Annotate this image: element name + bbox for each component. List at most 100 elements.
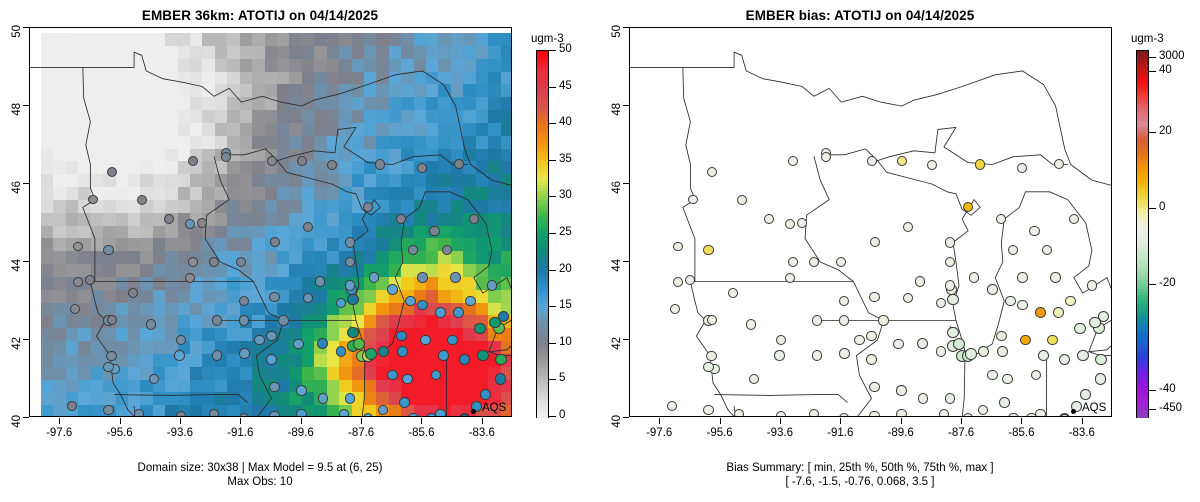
station-marker[interactable] bbox=[1098, 311, 1110, 323]
station-marker[interactable] bbox=[1086, 280, 1098, 291]
station-marker[interactable] bbox=[1065, 295, 1076, 307]
station-marker[interactable] bbox=[103, 405, 114, 416]
station-marker[interactable] bbox=[398, 397, 410, 408]
station-marker[interactable] bbox=[914, 276, 925, 287]
station-marker[interactable] bbox=[278, 315, 289, 326]
station-marker[interactable] bbox=[854, 334, 865, 346]
station-marker[interactable] bbox=[430, 369, 442, 381]
station-marker[interactable] bbox=[685, 274, 696, 285]
station-marker[interactable] bbox=[296, 408, 307, 416]
station-marker[interactable] bbox=[1080, 389, 1092, 401]
station-marker[interactable] bbox=[733, 408, 744, 416]
station-marker[interactable] bbox=[175, 410, 186, 416]
station-marker[interactable] bbox=[896, 385, 907, 396]
station-marker[interactable] bbox=[1047, 334, 1058, 346]
station-marker[interactable] bbox=[727, 288, 738, 299]
station-marker[interactable] bbox=[347, 326, 359, 338]
station-marker[interactable] bbox=[106, 167, 117, 178]
station-marker[interactable] bbox=[965, 347, 977, 360]
station-marker[interactable] bbox=[944, 256, 956, 268]
station-marker[interactable] bbox=[420, 334, 431, 346]
station-marker[interactable] bbox=[465, 295, 476, 307]
station-marker[interactable] bbox=[127, 288, 138, 299]
station-marker[interactable] bbox=[788, 257, 798, 267]
station-marker[interactable] bbox=[498, 311, 510, 323]
station-marker[interactable] bbox=[812, 315, 823, 326]
station-marker[interactable] bbox=[839, 315, 850, 326]
station-marker[interactable] bbox=[365, 347, 377, 360]
station-marker[interactable] bbox=[377, 346, 389, 358]
station-marker[interactable] bbox=[1089, 316, 1101, 329]
station-marker[interactable] bbox=[495, 373, 507, 385]
station-marker[interactable] bbox=[869, 237, 880, 248]
station-marker[interactable] bbox=[968, 272, 980, 283]
station-marker[interactable] bbox=[1035, 307, 1046, 318]
station-marker[interactable] bbox=[745, 319, 756, 330]
station-marker[interactable] bbox=[212, 350, 223, 361]
station-marker[interactable] bbox=[917, 393, 928, 404]
station-marker[interactable] bbox=[184, 219, 196, 230]
station-marker[interactable] bbox=[435, 307, 446, 318]
station-marker[interactable] bbox=[812, 350, 823, 361]
station-marker[interactable] bbox=[926, 159, 937, 170]
station-marker[interactable] bbox=[70, 303, 81, 314]
station-marker[interactable] bbox=[1008, 245, 1019, 256]
station-marker[interactable] bbox=[405, 295, 416, 307]
station-marker[interactable] bbox=[1008, 412, 1019, 416]
station-marker[interactable] bbox=[1030, 369, 1042, 381]
station-marker[interactable] bbox=[986, 369, 998, 381]
station-marker[interactable] bbox=[977, 404, 989, 416]
station-marker[interactable] bbox=[209, 257, 220, 267]
station-marker[interactable] bbox=[1077, 349, 1089, 362]
station-marker[interactable] bbox=[417, 299, 428, 311]
station-marker[interactable] bbox=[1005, 295, 1016, 307]
station-marker[interactable] bbox=[1017, 163, 1028, 174]
station-marker[interactable] bbox=[788, 155, 799, 166]
station-marker[interactable] bbox=[480, 389, 492, 401]
station-marker[interactable] bbox=[495, 353, 507, 366]
station-marker[interactable] bbox=[363, 202, 374, 213]
station-marker[interactable] bbox=[408, 412, 419, 416]
station-marker[interactable] bbox=[136, 194, 147, 205]
station-marker[interactable] bbox=[450, 272, 461, 283]
station-marker[interactable] bbox=[774, 350, 785, 361]
station-marker[interactable] bbox=[869, 292, 880, 303]
station-marker[interactable] bbox=[1050, 272, 1061, 283]
station-marker[interactable] bbox=[302, 221, 313, 232]
station-marker[interactable] bbox=[673, 276, 684, 287]
station-marker[interactable] bbox=[703, 405, 714, 416]
station-marker[interactable] bbox=[103, 245, 114, 256]
station-marker[interactable] bbox=[1020, 334, 1031, 346]
station-marker[interactable] bbox=[866, 155, 877, 166]
station-marker[interactable] bbox=[314, 276, 325, 287]
station-marker[interactable] bbox=[296, 385, 307, 396]
station-marker[interactable] bbox=[1038, 350, 1049, 361]
station-marker[interactable] bbox=[953, 337, 965, 350]
station-marker[interactable] bbox=[163, 214, 174, 225]
station-marker[interactable] bbox=[73, 241, 84, 252]
station-marker[interactable] bbox=[317, 393, 328, 404]
station-marker[interactable] bbox=[397, 346, 409, 358]
station-marker[interactable] bbox=[353, 337, 365, 350]
station-marker[interactable] bbox=[1095, 353, 1107, 366]
station-marker[interactable] bbox=[688, 194, 699, 205]
station-marker[interactable] bbox=[896, 155, 907, 166]
station-marker[interactable] bbox=[987, 284, 998, 295]
station-marker[interactable] bbox=[809, 257, 820, 267]
station-marker[interactable] bbox=[197, 218, 208, 228]
station-marker[interactable] bbox=[944, 280, 956, 291]
station-marker[interactable] bbox=[239, 315, 250, 326]
station-marker[interactable] bbox=[266, 330, 277, 342]
station-marker[interactable] bbox=[85, 274, 96, 285]
station-marker[interactable] bbox=[935, 297, 947, 309]
station-marker[interactable] bbox=[670, 303, 681, 314]
station-marker[interactable] bbox=[775, 334, 787, 346]
station-marker[interactable] bbox=[673, 241, 684, 252]
station-marker[interactable] bbox=[212, 315, 223, 326]
station-marker[interactable] bbox=[438, 350, 449, 361]
station-marker[interactable] bbox=[236, 256, 247, 268]
station-marker[interactable] bbox=[302, 293, 313, 304]
station-marker[interactable] bbox=[377, 404, 389, 416]
station-marker[interactable] bbox=[317, 338, 329, 350]
station-marker[interactable] bbox=[706, 167, 717, 178]
